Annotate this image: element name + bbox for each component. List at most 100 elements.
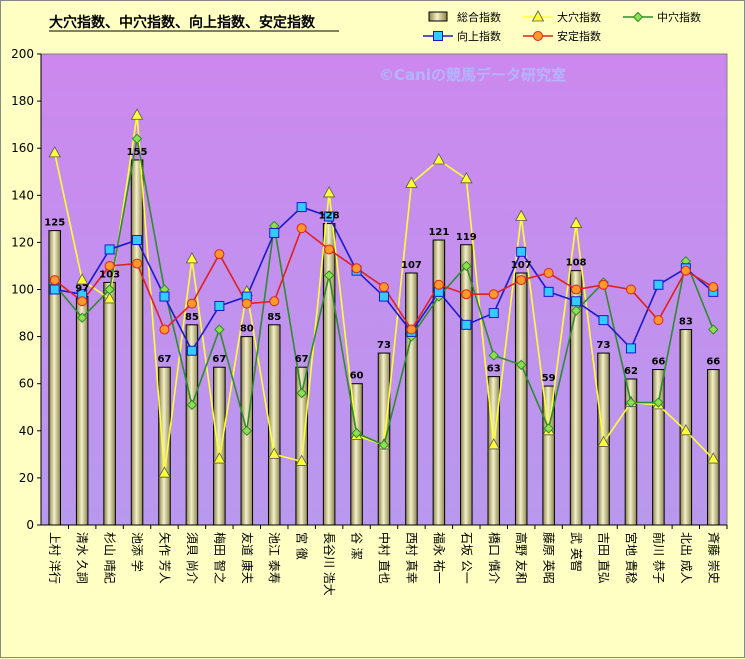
category-label: 高野 友和 bbox=[514, 532, 529, 584]
bar bbox=[432, 239, 446, 526]
y-tick-label: 80 bbox=[19, 330, 34, 344]
point-circle bbox=[214, 249, 225, 260]
point-square bbox=[516, 246, 527, 257]
data-label: 155 bbox=[127, 147, 148, 158]
data-label: 125 bbox=[44, 218, 65, 229]
bar bbox=[322, 223, 336, 526]
data-label: 108 bbox=[566, 258, 587, 269]
bar bbox=[542, 385, 555, 526]
point-triangle bbox=[103, 292, 116, 304]
y-tick-label: 140 bbox=[11, 188, 34, 202]
point-diamond bbox=[653, 397, 664, 408]
point-diamond bbox=[378, 439, 390, 451]
y-tick-label: 180 bbox=[11, 94, 34, 108]
bar bbox=[185, 324, 199, 526]
data-label: 63 bbox=[487, 364, 501, 375]
point-diamond bbox=[570, 305, 582, 316]
data-label: 73 bbox=[597, 340, 611, 351]
point-circle bbox=[379, 282, 389, 293]
bar bbox=[48, 230, 61, 526]
legend-label: 総合指数 bbox=[457, 10, 501, 24]
bar bbox=[130, 159, 144, 526]
point-diamond bbox=[708, 324, 719, 335]
y-tick-label: 40 bbox=[19, 424, 34, 438]
point-circle bbox=[516, 275, 527, 286]
point-triangle bbox=[515, 209, 528, 221]
category-label: 藤原 英昭 bbox=[542, 532, 556, 584]
point-triangle bbox=[487, 438, 500, 450]
bar bbox=[624, 378, 638, 526]
data-label: 73 bbox=[377, 340, 391, 351]
point-diamond bbox=[131, 133, 143, 144]
data-label: 67 bbox=[212, 354, 226, 365]
category-label: 矢作 芳人 bbox=[157, 532, 171, 584]
legend-item: 総合指数 bbox=[428, 10, 501, 24]
point-circle bbox=[708, 282, 719, 293]
data-label: 80 bbox=[240, 324, 254, 335]
legend-label: 向上指数 bbox=[457, 29, 501, 43]
legend-item: 向上指数 bbox=[423, 29, 501, 43]
category-label: 北出 成人 bbox=[679, 532, 693, 584]
point-diamond bbox=[76, 312, 88, 323]
point-circle bbox=[571, 284, 582, 295]
category-label: 池江 泰寿 bbox=[267, 532, 281, 584]
y-tick-label: 160 bbox=[11, 141, 34, 155]
point-circle bbox=[241, 298, 252, 309]
bar bbox=[405, 272, 418, 526]
point-square bbox=[598, 315, 609, 326]
point-square bbox=[159, 291, 170, 302]
data-label: 103 bbox=[99, 269, 120, 280]
point-square bbox=[571, 296, 582, 307]
category-label: 福永 祐一 bbox=[432, 532, 447, 584]
point-circle bbox=[680, 265, 691, 276]
bar bbox=[514, 272, 528, 526]
y-tick-label: 0 bbox=[26, 518, 34, 532]
point-circle bbox=[324, 244, 335, 255]
point-diamond bbox=[351, 427, 362, 439]
point-square bbox=[214, 300, 225, 311]
point-triangle bbox=[432, 153, 446, 165]
category-label: 宮 徹 bbox=[295, 532, 310, 560]
point-diamond bbox=[488, 350, 499, 361]
point-triangle bbox=[48, 146, 61, 158]
data-label: 97 bbox=[75, 284, 89, 295]
watermark: ©Caniの競馬データ研究室 bbox=[379, 66, 566, 84]
bar bbox=[569, 270, 583, 526]
bar bbox=[350, 383, 363, 526]
legend-label: 安定指数 bbox=[557, 29, 601, 43]
category-label: 斉藤 崇史 bbox=[706, 532, 721, 584]
category-label: 須貝 尚介 bbox=[185, 532, 199, 584]
point-diamond bbox=[214, 324, 225, 335]
point-circle bbox=[49, 275, 60, 286]
y-tick-label: 20 bbox=[19, 471, 34, 485]
y-tick-label: 200 bbox=[11, 47, 34, 61]
category-label: 清水 久詞 bbox=[75, 532, 89, 584]
point-triangle bbox=[679, 423, 693, 436]
data-label: 59 bbox=[542, 373, 556, 384]
legend-item: 中穴指数 bbox=[623, 10, 701, 24]
point-circle bbox=[351, 263, 362, 274]
point-circle bbox=[653, 315, 664, 326]
data-label: 67 bbox=[295, 354, 309, 365]
category-label: 池添 学 bbox=[130, 532, 145, 572]
point-square bbox=[269, 227, 280, 238]
legend-label: 大穴指数 bbox=[557, 10, 601, 24]
point-square bbox=[49, 284, 60, 295]
y-tick-label: 120 bbox=[11, 235, 34, 249]
category-label: 西村 真幸 bbox=[404, 532, 418, 584]
point-circle bbox=[461, 289, 472, 300]
point-circle bbox=[406, 324, 417, 335]
chart-title: 大穴指数、中穴指数、向上指数、安定指数 bbox=[49, 14, 316, 31]
point-square bbox=[296, 202, 307, 213]
category-label: 石坂 公一 bbox=[459, 532, 473, 584]
point-circle bbox=[488, 289, 499, 300]
category-label: 杉山 晴紀 bbox=[103, 532, 117, 584]
point-diamond bbox=[296, 387, 307, 399]
point-circle bbox=[104, 260, 115, 271]
point-circle bbox=[132, 258, 143, 269]
point-diamond bbox=[625, 397, 637, 408]
y-tick-label: 60 bbox=[19, 377, 34, 391]
point-circle bbox=[625, 284, 636, 295]
